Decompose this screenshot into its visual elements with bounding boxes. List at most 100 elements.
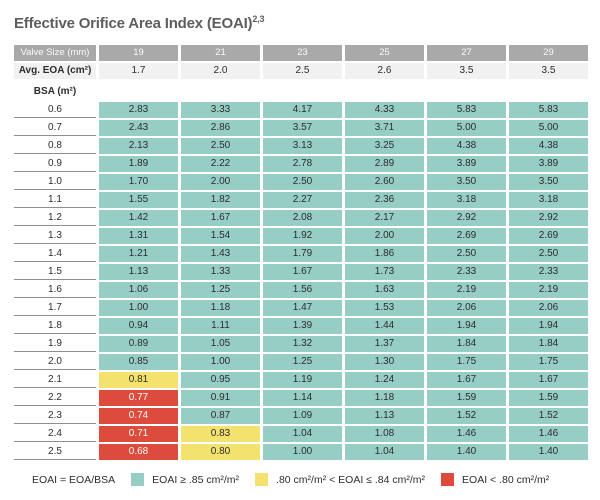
eoai-value-cell: 1.37 bbox=[345, 336, 424, 352]
eoai-value-cell: 4.17 bbox=[263, 102, 342, 118]
eoai-value-cell: 1.53 bbox=[345, 300, 424, 316]
page: Effective Orifice Area Index (EOAI)2,3 V… bbox=[14, 10, 588, 486]
eoai-value-cell: 1.00 bbox=[181, 354, 260, 370]
eoai-value-cell: 1.04 bbox=[263, 426, 342, 442]
eoai-value-cell: 1.84 bbox=[509, 336, 588, 352]
avg-eoa-value-cell: 3.5 bbox=[509, 63, 588, 79]
eoai-value-cell: 1.25 bbox=[263, 354, 342, 370]
eoai-value-cell: 0.80 bbox=[181, 444, 260, 460]
eoai-table: Valve Size (mm) 19 21 23 25 27 29 Avg. EOA (cm²… bbox=[14, 45, 588, 460]
legend-swatch-red bbox=[441, 473, 455, 486]
eoai-value-cell: 0.89 bbox=[99, 336, 178, 352]
legend: EOAI = EOA/BSA EOAI ≥ .85 cm²/m² .80 cm²/… bbox=[32, 473, 588, 486]
eoai-value-cell: 0.87 bbox=[181, 408, 260, 424]
valve-size-header-cell: Valve Size (mm) bbox=[14, 45, 96, 61]
eoai-value-cell: 0.68 bbox=[99, 444, 178, 460]
bsa-row-label: 2.0 bbox=[14, 354, 96, 370]
eoai-value-cell: 2.50 bbox=[509, 246, 588, 262]
legend-item-teal: EOAI ≥ .85 cm²/m² bbox=[131, 473, 239, 486]
eoai-value-cell: 1.40 bbox=[427, 444, 506, 460]
eoai-value-cell: 0.83 bbox=[181, 426, 260, 442]
eoai-value-cell: 1.75 bbox=[427, 354, 506, 370]
eoai-value-cell: 5.00 bbox=[509, 120, 588, 136]
eoai-value-cell: 1.24 bbox=[345, 372, 424, 388]
eoai-value-cell: 2.17 bbox=[345, 210, 424, 226]
eoai-value-cell: 2.36 bbox=[345, 192, 424, 208]
legend-item-red: EOAI < .80 cm²/m² bbox=[441, 473, 549, 486]
eoai-value-cell: 1.84 bbox=[427, 336, 506, 352]
valve-size-value-cell: 27 bbox=[427, 45, 506, 61]
eoai-value-cell: 2.22 bbox=[181, 156, 260, 172]
eoai-value-cell: 4.38 bbox=[509, 138, 588, 154]
eoai-value-cell: 0.71 bbox=[99, 426, 178, 442]
eoai-value-cell: 1.67 bbox=[263, 264, 342, 280]
eoai-value-cell: 1.73 bbox=[345, 264, 424, 280]
bsa-row-label: 0.7 bbox=[14, 120, 96, 136]
valve-size-value-cell: 29 bbox=[509, 45, 588, 61]
eoai-value-cell: 0.77 bbox=[99, 390, 178, 406]
eoai-value-cell: 1.33 bbox=[181, 264, 260, 280]
eoai-value-cell: 2.06 bbox=[427, 300, 506, 316]
eoai-value-cell: 1.56 bbox=[263, 282, 342, 298]
eoai-value-cell: 3.18 bbox=[509, 192, 588, 208]
eoai-value-cell: 0.74 bbox=[99, 408, 178, 424]
eoai-value-cell: 2.00 bbox=[345, 228, 424, 244]
bsa-row-label: 1.4 bbox=[14, 246, 96, 262]
eoai-value-cell: 1.25 bbox=[181, 282, 260, 298]
eoai-value-cell: 1.04 bbox=[345, 444, 424, 460]
bsa-row-label: 1.6 bbox=[14, 282, 96, 298]
eoai-value-cell: 3.18 bbox=[427, 192, 506, 208]
eoai-value-cell: 1.40 bbox=[509, 444, 588, 460]
valve-size-value-cell: 21 bbox=[181, 45, 260, 61]
eoai-value-cell: 1.63 bbox=[345, 282, 424, 298]
bsa-row-label: 1.1 bbox=[14, 192, 96, 208]
eoai-value-cell: 1.67 bbox=[427, 372, 506, 388]
eoai-value-cell: 3.89 bbox=[509, 156, 588, 172]
eoai-value-cell: 1.42 bbox=[99, 210, 178, 226]
eoai-value-cell: 2.06 bbox=[509, 300, 588, 316]
avg-eoa-value-cell: 3.5 bbox=[427, 63, 506, 79]
eoai-value-cell: 0.91 bbox=[181, 390, 260, 406]
eoai-value-cell: 1.44 bbox=[345, 318, 424, 334]
eoai-value-cell: 5.83 bbox=[427, 102, 506, 118]
eoai-value-cell: 2.33 bbox=[509, 264, 588, 280]
eoai-value-cell: 3.89 bbox=[427, 156, 506, 172]
eoai-value-cell: 2.27 bbox=[263, 192, 342, 208]
avg-eoa-value-cell: 2.5 bbox=[263, 63, 342, 79]
page-title: Effective Orifice Area Index (EOAI)2,3 bbox=[14, 10, 588, 33]
avg-eoa-label-cell: Avg. EOA (cm²) bbox=[14, 63, 96, 79]
eoai-value-cell: 3.33 bbox=[181, 102, 260, 118]
eoai-value-cell: 2.86 bbox=[181, 120, 260, 136]
avg-eoa-value-cell: 2.6 bbox=[345, 63, 424, 79]
eoai-value-cell: 1.70 bbox=[99, 174, 178, 190]
eoai-value-cell: 2.19 bbox=[509, 282, 588, 298]
valve-size-value-cell: 19 bbox=[99, 45, 178, 61]
eoai-value-cell: 4.33 bbox=[345, 102, 424, 118]
legend-label-teal: EOAI ≥ .85 cm²/m² bbox=[152, 473, 240, 486]
eoai-value-cell: 2.60 bbox=[345, 174, 424, 190]
eoai-value-cell: 1.18 bbox=[345, 390, 424, 406]
avg-eoa-value-cell: 1.7 bbox=[99, 63, 178, 79]
eoai-value-cell: 2.33 bbox=[427, 264, 506, 280]
avg-eoa-value-cell: 2.0 bbox=[181, 63, 260, 79]
bsa-row-label: 1.2 bbox=[14, 210, 96, 226]
bsa-header-cell: BSA (m²) bbox=[33, 85, 77, 97]
eoai-value-cell: 3.50 bbox=[427, 174, 506, 190]
legend-item-yellow: .80 cm²/m² < EOAI ≤ .84 cm²/m² bbox=[255, 473, 425, 486]
bsa-row-label: 2.1 bbox=[14, 372, 96, 388]
bsa-row-label: 1.8 bbox=[14, 318, 96, 334]
eoai-value-cell: 2.50 bbox=[181, 138, 260, 154]
eoai-value-cell: 1.05 bbox=[181, 336, 260, 352]
eoai-value-cell: 2.50 bbox=[263, 174, 342, 190]
eoai-value-cell: 4.38 bbox=[427, 138, 506, 154]
page-title-text: Effective Orifice Area Index (EOAI) bbox=[14, 15, 253, 32]
bsa-row-label: 1.5 bbox=[14, 264, 96, 280]
bsa-row-label: 0.6 bbox=[14, 102, 96, 118]
eoai-value-cell: 1.43 bbox=[181, 246, 260, 262]
eoai-value-cell: 1.18 bbox=[181, 300, 260, 316]
valve-size-value-cell: 25 bbox=[345, 45, 424, 61]
eoai-value-cell: 2.08 bbox=[263, 210, 342, 226]
eoai-value-cell: 1.52 bbox=[509, 408, 588, 424]
eoai-value-cell: 3.57 bbox=[263, 120, 342, 136]
eoai-value-cell: 1.59 bbox=[509, 390, 588, 406]
